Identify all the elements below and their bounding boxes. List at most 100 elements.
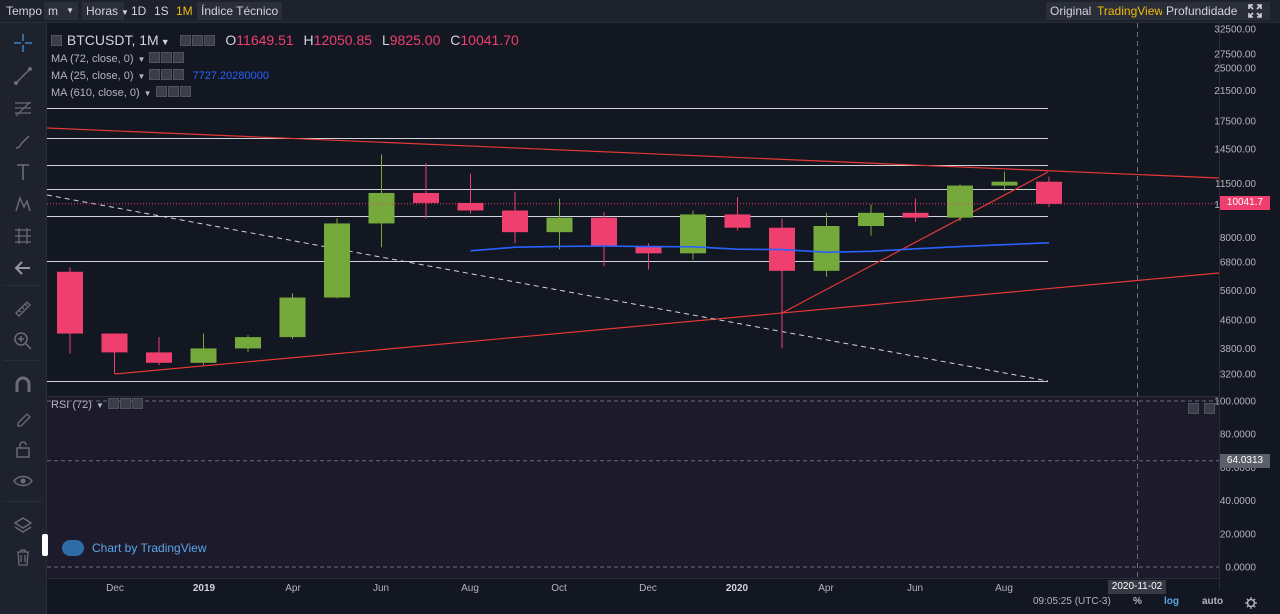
close-label: C <box>450 32 461 48</box>
descending-resistance-line <box>46 127 1220 179</box>
close-icon[interactable] <box>173 69 185 80</box>
ma25-label: MA (25, close, 0) <box>51 70 134 82</box>
interval-1d-button[interactable]: 1D <box>131 4 147 18</box>
main-pane-bg <box>47 23 1219 396</box>
close-icon[interactable] <box>131 398 143 409</box>
chevron-down-icon: ▼ <box>121 8 129 17</box>
eye-icon[interactable] <box>155 86 167 97</box>
fullscreen-button[interactable] <box>1240 2 1270 20</box>
time-tick-label: 2020 <box>726 583 749 594</box>
trend-line-icon[interactable] <box>13 66 33 86</box>
candle-up <box>991 181 1018 186</box>
zoom-icon[interactable] <box>13 331 33 351</box>
interval-dropdown[interactable]: m ▼ <box>44 2 78 20</box>
symbol-legend: BTCUSDT, 1M ▼ O11649.51 H12050.85 L9825.0… <box>51 32 519 48</box>
percent-toggle[interactable]: % <box>1133 596 1142 607</box>
ma610-legend[interactable]: MA (610, close, 0) ▼ <box>51 86 192 99</box>
indicators-button[interactable]: Índice Técnico <box>197 2 283 20</box>
legend-settings-icons[interactable] <box>179 32 216 48</box>
pane-down-icon[interactable] <box>1204 403 1216 414</box>
high-value: 12050.85 <box>313 32 373 48</box>
close-value: 10041.70 <box>460 32 519 48</box>
gear-icon[interactable] <box>161 69 173 80</box>
eye-icon[interactable] <box>149 52 161 63</box>
time-tick-label: Aug <box>461 583 479 594</box>
ruler-icon[interactable] <box>13 299 33 319</box>
forecast-icon[interactable] <box>13 226 33 246</box>
collapse-icon[interactable] <box>51 35 62 46</box>
eye-icon[interactable] <box>179 35 191 46</box>
symbol-name: BTCUSDT, 1M <box>66 32 159 48</box>
trash-icon[interactable] <box>13 547 33 567</box>
rsi-axis: 100.0000 80.0000 60.0000 40.0000 20.0000 0.00… <box>47 397 1256 574</box>
chevron-down-icon[interactable]: ▼ <box>143 89 152 98</box>
eye-icon[interactable] <box>13 471 33 491</box>
candle-up <box>190 348 217 363</box>
tradingview-logo-icon <box>62 540 84 556</box>
pattern-icon[interactable] <box>13 194 33 214</box>
chevron-down-icon: ▼ <box>66 6 74 15</box>
scroll-handle[interactable] <box>42 534 48 556</box>
chevron-down-icon[interactable]: ▼ <box>160 37 170 47</box>
lock-icon[interactable] <box>13 439 33 459</box>
gear-icon[interactable] <box>119 398 131 409</box>
log-toggle[interactable]: log <box>1164 596 1179 607</box>
chevron-down-icon[interactable]: ▼ <box>95 401 104 410</box>
chevron-down-icon[interactable]: ▼ <box>137 72 146 81</box>
hours-dropdown[interactable]: Horas ▼ <box>82 2 129 20</box>
back-arrow-icon[interactable] <box>13 258 33 278</box>
interval-dropdown-label: m <box>48 4 58 18</box>
high-label: H <box>303 32 314 48</box>
fib-icon[interactable] <box>13 99 33 119</box>
dashed-trend-line <box>46 194 1049 382</box>
low-value: 9825.00 <box>389 32 441 48</box>
candle-down <box>101 333 128 353</box>
low-label: L <box>381 32 390 48</box>
watermark-text: Chart by TradingView <box>92 541 207 555</box>
pane-up-icon[interactable] <box>1188 403 1199 414</box>
top-toolbar: Tempo m ▼ Horas ▼ 1D 1S 1M Índice Técnico … <box>0 0 1280 23</box>
time-tick-label: Oct <box>551 583 567 594</box>
eye-icon[interactable] <box>107 398 119 409</box>
rsi-tick-label: 40.0000 <box>1220 496 1257 507</box>
time-tick-label: Apr <box>818 583 834 594</box>
text-icon[interactable] <box>13 162 33 182</box>
rsi-legend[interactable]: RSI (72) ▼ <box>51 398 144 411</box>
candle-down <box>457 202 484 211</box>
candle-up <box>324 223 350 298</box>
gear-icon[interactable] <box>1245 596 1257 609</box>
gear-icon[interactable] <box>161 52 173 63</box>
interval-1s-button[interactable]: 1S <box>154 4 169 18</box>
auto-toggle[interactable]: auto <box>1202 596 1224 607</box>
gear-icon[interactable] <box>191 35 203 46</box>
eye-icon[interactable] <box>149 69 161 80</box>
ma72-legend[interactable]: MA (72, close, 0) ▼ <box>51 52 185 65</box>
interval-1m-button[interactable]: 1M <box>176 4 193 18</box>
lock-drawing-icon[interactable] <box>13 407 33 427</box>
close-icon[interactable] <box>203 35 215 46</box>
chevron-down-icon[interactable]: ▼ <box>137 55 146 64</box>
gear-icon[interactable] <box>167 86 179 97</box>
view-tradingview-button[interactable]: TradingView <box>1093 2 1168 20</box>
time-tick-label: Apr <box>285 583 301 594</box>
layers-icon[interactable] <box>13 515 33 535</box>
magnet-icon[interactable] <box>13 375 33 395</box>
close-icon[interactable] <box>179 86 191 97</box>
ma25-legend[interactable]: MA (25, close, 0) ▼ 7727.20280000 <box>51 69 269 82</box>
pane-controls[interactable] <box>1188 400 1216 418</box>
crosshair-icon[interactable] <box>13 33 33 53</box>
close-icon[interactable] <box>173 52 185 63</box>
steep-support-line <box>781 171 1049 314</box>
ma25-value: 7727.20280000 <box>192 70 269 82</box>
candle-down <box>724 214 751 228</box>
tradingview-watermark[interactable]: Chart by TradingView <box>62 540 207 556</box>
trend-lines <box>46 127 1220 382</box>
time-tick-label: Dec <box>106 583 124 594</box>
brush-icon[interactable] <box>13 132 33 152</box>
view-original-button[interactable]: Original <box>1046 2 1096 20</box>
view-depth-button[interactable]: Profundidade <box>1162 2 1242 20</box>
ascending-support-line <box>114 272 1220 375</box>
price-tick-label: 6800.00 <box>1220 257 1257 268</box>
price-tick-label: 25000.00 <box>1214 64 1256 75</box>
